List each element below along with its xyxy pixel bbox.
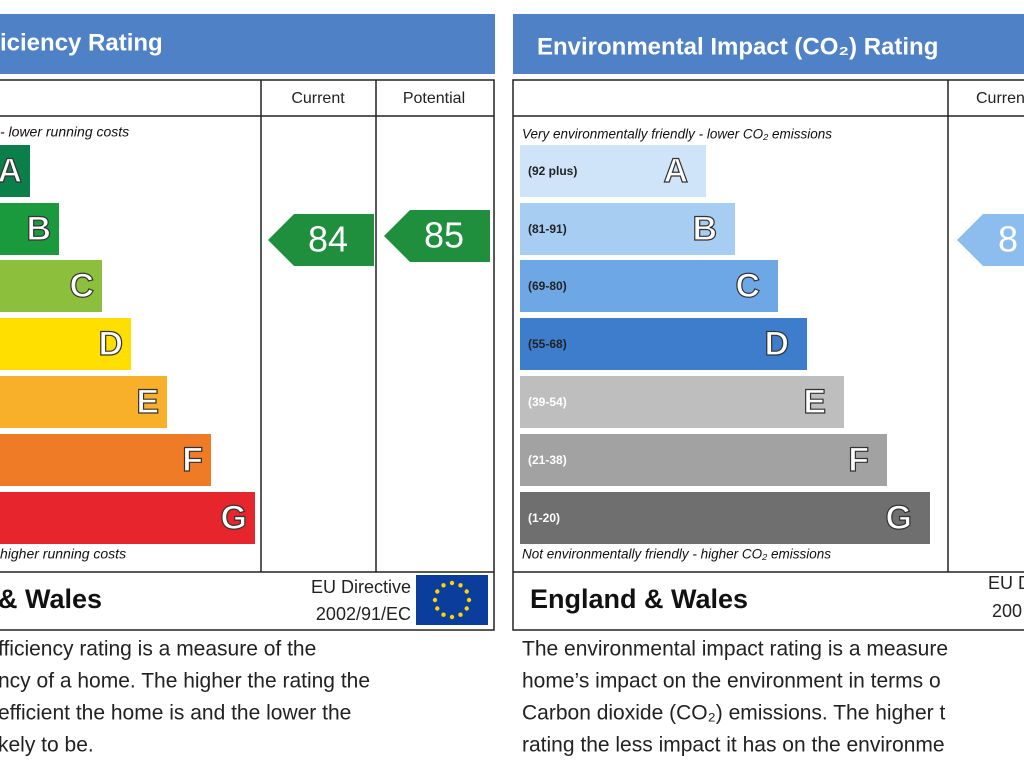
band-range: (69-80)	[528, 279, 567, 293]
band-range: (92 plus)	[528, 164, 577, 178]
band-letter: B	[692, 210, 717, 248]
table-frame	[512, 79, 1024, 631]
flag-star	[435, 606, 440, 611]
band-letter: E	[803, 383, 826, 421]
band-letter: A	[0, 152, 22, 190]
rating-band	[520, 376, 844, 428]
flag-star	[432, 597, 438, 603]
description-line: fficiency rating is a measure of the	[0, 638, 316, 661]
rating-band	[0, 318, 131, 370]
rating-band	[520, 492, 930, 544]
band-letter: G	[886, 499, 912, 537]
directive: EU D	[988, 573, 1024, 593]
rating-band	[520, 260, 778, 312]
band-range: (21-38)	[528, 453, 567, 467]
description-line: efficient the home is and the lower the	[0, 702, 351, 725]
rating-band	[0, 260, 102, 312]
band-letter: G	[221, 499, 247, 537]
panel-title: Environmental Impact (CO₂) Rating	[537, 33, 938, 60]
column-header: Curren	[976, 90, 1024, 107]
band-letter: C	[69, 267, 94, 305]
current-score: 84	[308, 219, 348, 260]
current-arrow	[957, 214, 1024, 266]
band-letter: F	[848, 441, 869, 479]
description-line: kely to be.	[0, 734, 94, 757]
flag-star	[435, 589, 440, 594]
panel-title: iciency Rating	[0, 29, 163, 56]
band-letter: C	[735, 267, 760, 305]
region: England & Wales	[530, 584, 748, 614]
description-line: Carbon dioxide (CO₂) emissions. The high…	[522, 702, 945, 725]
rating-band	[520, 318, 807, 370]
table-frame	[0, 79, 495, 631]
flag-star	[458, 612, 463, 617]
potential-arrow	[384, 210, 490, 262]
rating-band	[0, 434, 211, 486]
band-letter: D	[98, 325, 123, 363]
rating-band	[0, 376, 167, 428]
title-bar	[0, 14, 495, 74]
region: & Wales	[0, 584, 102, 614]
rating-band	[520, 434, 887, 486]
description-line: The environmental impact rating is a mea…	[522, 638, 948, 661]
current-score: 8	[998, 219, 1018, 260]
band-letter: A	[663, 152, 688, 190]
flag-star	[464, 589, 469, 594]
title-bar	[513, 14, 1024, 74]
flag-star	[449, 614, 455, 620]
top-note: Very environmentally friendly - lower CO…	[522, 127, 832, 142]
directive: 2002/91/EC	[316, 604, 411, 624]
potential-score: 85	[424, 215, 464, 256]
band-letter: F	[182, 441, 203, 479]
rating-band	[0, 492, 255, 544]
column-header: Potential	[403, 90, 465, 107]
eu-flag	[416, 575, 488, 625]
flag-star	[449, 580, 455, 586]
description-line: rating the less impact it has on the env…	[522, 734, 945, 757]
bottom-note: Not environmentally friendly - higher CO…	[522, 547, 831, 562]
band-range: (81-91)	[528, 222, 567, 236]
band-letter: E	[136, 383, 159, 421]
directive: EU Directive	[311, 577, 411, 597]
directive: 200	[992, 601, 1022, 621]
rating-band	[520, 203, 735, 255]
current-arrow	[268, 214, 374, 266]
rating-band	[0, 203, 59, 255]
band-letter: B	[26, 210, 51, 248]
flag-star	[466, 597, 472, 603]
description-line: ncy of a home. The higher the rating the	[0, 670, 370, 693]
band-letter: D	[764, 325, 789, 363]
flag-star	[441, 583, 446, 588]
flag-star	[458, 583, 463, 588]
top-note: - lower running costs	[0, 124, 129, 140]
column-header: Current	[291, 90, 345, 107]
rating-band	[520, 145, 706, 197]
flag-star	[441, 612, 446, 617]
rating-band	[0, 145, 30, 197]
band-range: (1-20)	[528, 511, 560, 525]
description-line: home’s impact on the environment in term…	[522, 670, 941, 693]
bottom-note: higher running costs	[0, 546, 126, 562]
band-range: (55-68)	[528, 337, 567, 351]
flag-star	[464, 606, 469, 611]
band-range: (39-54)	[528, 395, 567, 409]
